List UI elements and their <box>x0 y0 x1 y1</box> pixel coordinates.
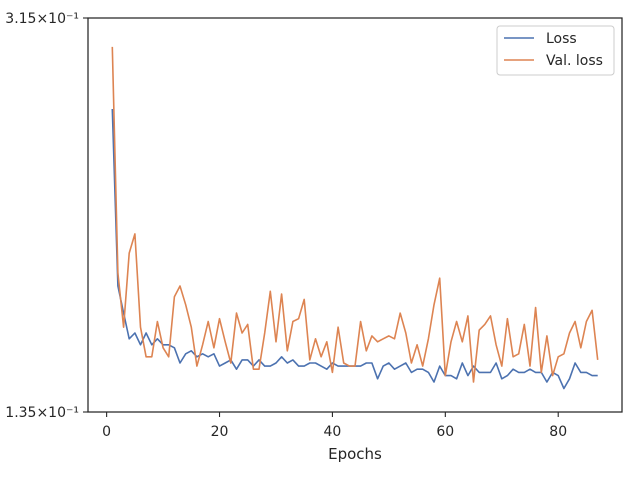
x-axis-title: Epochs <box>328 445 382 463</box>
x-tick-label: 40 <box>324 424 342 440</box>
plot-lines <box>111 46 599 390</box>
y-tick-label: 3.15×10⁻¹ <box>5 11 79 27</box>
legend-label-val-loss: Val. loss <box>546 53 603 69</box>
legend-label-loss: Loss <box>546 31 577 47</box>
y-tick-label: 1.35×10⁻¹ <box>5 405 79 421</box>
series-line-val-loss <box>111 46 599 383</box>
x-tick-label: 0 <box>102 424 111 440</box>
series-line-loss <box>111 108 598 390</box>
x-axis: 0 20 40 60 80 <box>102 412 567 440</box>
legend: Loss Val. loss <box>496 25 615 76</box>
y-axis: 1.35×10⁻¹ 3.15×10⁻¹ <box>5 11 88 421</box>
x-tick-label: 80 <box>549 424 567 440</box>
x-tick-label: 20 <box>211 424 229 440</box>
plot-frame <box>87 17 623 413</box>
x-tick-label: 60 <box>436 424 454 440</box>
